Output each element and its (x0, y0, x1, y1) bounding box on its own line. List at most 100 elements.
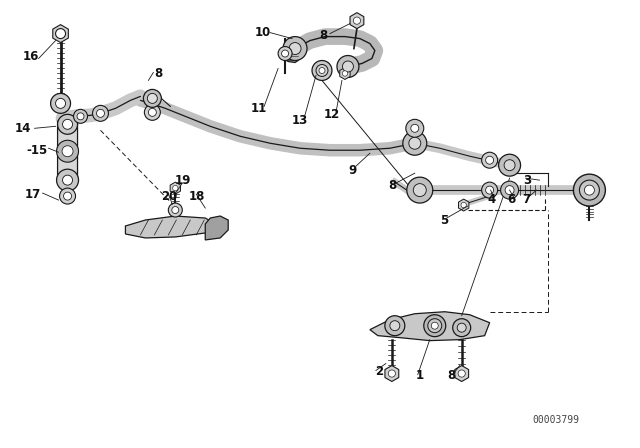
Text: 11: 11 (251, 102, 268, 115)
Polygon shape (280, 44, 302, 63)
Circle shape (342, 71, 348, 76)
Circle shape (431, 322, 438, 329)
Circle shape (173, 185, 178, 191)
Circle shape (58, 114, 77, 134)
Polygon shape (205, 216, 228, 240)
Text: 13: 13 (292, 114, 308, 127)
Polygon shape (458, 199, 469, 211)
Text: 18: 18 (189, 190, 205, 202)
Circle shape (581, 182, 597, 198)
Polygon shape (52, 25, 68, 43)
Circle shape (482, 152, 498, 168)
Text: -15: -15 (26, 144, 47, 157)
Text: 8: 8 (154, 67, 163, 80)
Text: 2: 2 (375, 365, 383, 378)
Circle shape (452, 319, 470, 336)
Circle shape (278, 47, 292, 60)
Text: 8: 8 (447, 369, 456, 382)
Circle shape (77, 113, 84, 120)
Circle shape (504, 159, 515, 171)
Text: 20: 20 (161, 190, 177, 202)
Text: 3: 3 (524, 174, 532, 187)
Circle shape (406, 119, 424, 137)
Text: 12: 12 (324, 108, 340, 121)
Circle shape (317, 65, 327, 75)
FancyBboxPatch shape (58, 121, 77, 182)
Polygon shape (170, 182, 180, 194)
Circle shape (390, 321, 400, 331)
Circle shape (143, 90, 161, 108)
Circle shape (505, 185, 514, 194)
Circle shape (56, 30, 65, 38)
Circle shape (145, 104, 161, 121)
Polygon shape (370, 312, 490, 340)
Text: 5: 5 (440, 214, 448, 227)
Circle shape (316, 65, 328, 77)
Circle shape (147, 93, 157, 103)
Circle shape (429, 320, 440, 331)
Circle shape (56, 99, 65, 108)
Circle shape (482, 182, 498, 198)
Circle shape (486, 156, 493, 164)
Polygon shape (455, 366, 468, 382)
Circle shape (428, 319, 442, 333)
Circle shape (458, 370, 465, 377)
Circle shape (282, 50, 289, 57)
Text: 9: 9 (349, 164, 357, 177)
Text: 10: 10 (255, 26, 271, 39)
Circle shape (56, 29, 65, 39)
Text: 8: 8 (388, 179, 397, 192)
Polygon shape (340, 68, 350, 79)
Circle shape (74, 109, 88, 123)
Circle shape (500, 181, 518, 199)
Circle shape (342, 61, 353, 72)
Text: 19: 19 (175, 174, 191, 187)
Circle shape (148, 108, 156, 116)
Text: 00003799: 00003799 (532, 415, 579, 425)
Circle shape (461, 202, 467, 208)
Circle shape (411, 124, 419, 132)
Circle shape (337, 56, 359, 78)
Circle shape (584, 185, 595, 195)
Circle shape (413, 184, 426, 197)
Circle shape (283, 37, 307, 60)
Text: 6: 6 (508, 193, 516, 206)
Circle shape (319, 68, 325, 73)
Circle shape (385, 316, 405, 336)
Circle shape (579, 180, 600, 200)
Circle shape (403, 131, 427, 155)
Circle shape (97, 109, 104, 117)
Text: 7: 7 (522, 193, 531, 206)
Circle shape (56, 140, 79, 162)
Polygon shape (125, 216, 215, 238)
Circle shape (499, 154, 520, 176)
Polygon shape (385, 366, 399, 382)
Text: 1: 1 (416, 369, 424, 382)
Text: 17: 17 (24, 188, 41, 201)
Circle shape (573, 174, 605, 206)
Circle shape (486, 186, 493, 194)
Circle shape (289, 43, 301, 55)
Circle shape (60, 188, 76, 204)
Text: 16: 16 (22, 50, 39, 63)
Circle shape (51, 93, 70, 113)
Circle shape (63, 192, 72, 200)
Circle shape (388, 370, 396, 377)
Circle shape (63, 175, 72, 185)
Circle shape (457, 323, 466, 332)
Circle shape (407, 177, 433, 203)
Polygon shape (350, 13, 364, 29)
Text: 14: 14 (15, 122, 31, 135)
Circle shape (168, 203, 182, 217)
Text: 4: 4 (488, 193, 496, 206)
Circle shape (56, 169, 79, 191)
Circle shape (409, 137, 420, 149)
Circle shape (93, 105, 108, 121)
Circle shape (424, 314, 445, 336)
Circle shape (63, 119, 72, 129)
Circle shape (172, 207, 179, 214)
Text: 8: 8 (319, 29, 327, 42)
Circle shape (353, 17, 360, 24)
Circle shape (62, 146, 73, 157)
Circle shape (312, 60, 332, 81)
